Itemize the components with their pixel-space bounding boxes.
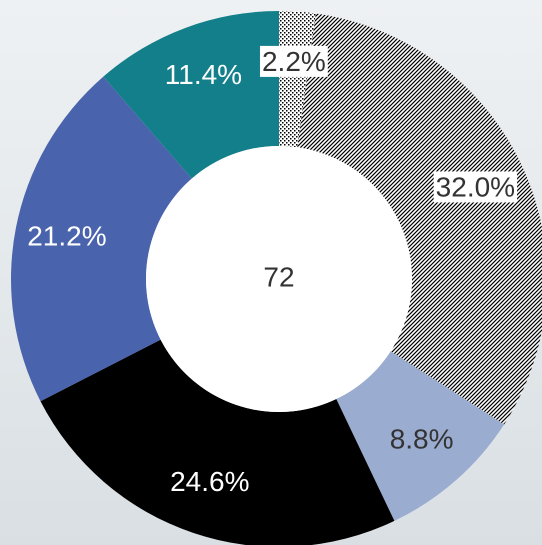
data-label: 32.0% xyxy=(436,171,515,202)
data-label: 21.2% xyxy=(27,220,106,251)
donut-slice xyxy=(11,76,192,402)
data-label: 8.8% xyxy=(390,424,454,455)
label-background xyxy=(433,171,518,203)
label-background xyxy=(259,45,328,77)
donut-slice xyxy=(279,11,316,148)
center-label: 72 xyxy=(263,261,294,292)
donut-slice xyxy=(297,13,542,425)
donut-slice xyxy=(40,339,395,545)
donut-slice xyxy=(336,351,505,521)
data-label: 11.4% xyxy=(165,59,242,90)
data-label: 2.2% xyxy=(262,46,326,77)
donut-slice xyxy=(103,11,280,179)
donut-hole xyxy=(146,146,412,412)
data-label: 24.6% xyxy=(170,466,249,497)
